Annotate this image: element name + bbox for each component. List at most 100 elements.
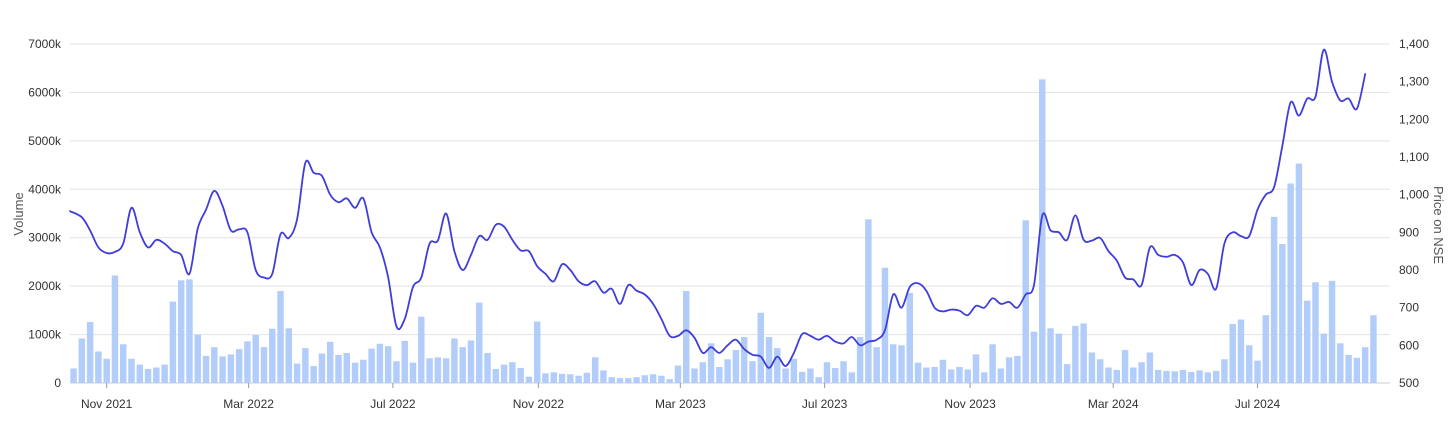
- volume-bar: [360, 359, 367, 383]
- left-axis-title: Volume: [11, 192, 26, 235]
- volume-bar: [1262, 315, 1270, 383]
- volume-bar: [1279, 244, 1286, 383]
- volume-bar: [1105, 367, 1112, 383]
- right-axis-title: Price on NSE: [1431, 186, 1446, 264]
- volume-bar: [707, 343, 715, 383]
- volume-bar: [525, 376, 533, 383]
- volume-bar: [1204, 372, 1212, 383]
- volume-bar: [1072, 325, 1079, 383]
- volume-bar: [376, 343, 384, 383]
- volume-bar: [1113, 369, 1121, 383]
- volume-bar: [1063, 364, 1071, 383]
- volume-bar: [981, 372, 988, 383]
- volume-bar: [575, 375, 582, 383]
- volume-bar: [939, 359, 947, 383]
- volume-bar: [666, 379, 673, 383]
- price-line-group: [69, 48, 1367, 369]
- x-tick-label: Nov 2021: [81, 397, 133, 411]
- left-tick-label: 0: [54, 376, 61, 390]
- volume-bar: [865, 219, 872, 383]
- volume-bar: [451, 338, 458, 383]
- volume-bar: [509, 362, 516, 383]
- left-y-axis: 0 1000k 2000k 3000k 4000k 5000k 6000k 7000k: [28, 37, 62, 390]
- volume-bar: [434, 357, 442, 383]
- volume-bar: [533, 321, 541, 383]
- volume-bar: [906, 292, 914, 383]
- right-tick-label: 500: [1399, 376, 1419, 390]
- volume-bar: [368, 348, 375, 383]
- volume-bar: [260, 347, 268, 383]
- right-tick-label: 700: [1399, 301, 1419, 315]
- volume-bar: [1337, 343, 1344, 383]
- volume-bar: [1370, 315, 1377, 383]
- volume-bar: [70, 368, 77, 383]
- volume-bar: [1320, 333, 1327, 383]
- volume-bar: [757, 312, 764, 383]
- volume-bar: [989, 344, 996, 383]
- volume-bar: [914, 362, 922, 383]
- volume-bar: [343, 352, 351, 383]
- volume-bar: [1030, 331, 1038, 383]
- volume-bar: [1237, 319, 1245, 383]
- volume-bar: [641, 375, 649, 383]
- volume-bar: [1179, 369, 1187, 383]
- right-tick-label: 1,100: [1399, 150, 1429, 164]
- volume-bar: [492, 368, 500, 383]
- volume-bar: [293, 363, 301, 383]
- volume-bar: [1130, 367, 1137, 383]
- volume-bar: [1303, 300, 1311, 383]
- x-tick-label: Mar 2024: [1088, 397, 1139, 411]
- volume-bar: [1188, 371, 1195, 383]
- volume-bar: [202, 355, 210, 383]
- volume-bar: [724, 359, 731, 383]
- volume-bar: [1229, 323, 1236, 383]
- volume-bar: [542, 373, 549, 383]
- right-tick-label: 600: [1399, 338, 1419, 352]
- volume-bar: [144, 368, 152, 383]
- volume-bar: [1080, 323, 1087, 383]
- x-tick-label: Jul 2024: [1235, 397, 1281, 411]
- x-tick-label: Mar 2023: [655, 397, 706, 411]
- volume-bar: [302, 348, 309, 383]
- volume-bar: [1146, 352, 1154, 383]
- volume-bar: [591, 357, 599, 383]
- volume-bar: [517, 367, 524, 383]
- x-tick-label: Mar 2022: [223, 397, 274, 411]
- volume-bar: [972, 354, 980, 383]
- volume-bar: [186, 279, 193, 383]
- volume-bar: [219, 356, 226, 383]
- price-line: [69, 48, 1367, 369]
- x-tick-label: Nov 2023: [944, 397, 996, 411]
- volume-bar: [194, 334, 201, 383]
- volume-bar: [600, 370, 607, 383]
- volume-bar: [1287, 183, 1294, 383]
- volume-bar: [774, 348, 781, 383]
- volume-bar: [128, 358, 135, 383]
- volume-bar: [608, 377, 615, 383]
- volume-bar: [1096, 359, 1104, 383]
- volume-bar: [625, 378, 632, 383]
- left-tick-label: 5000k: [28, 134, 62, 148]
- volume-bar: [426, 358, 433, 383]
- volume-bar: [1361, 347, 1369, 383]
- volume-bar: [310, 366, 317, 383]
- left-tick-label: 6000k: [28, 85, 62, 99]
- volume-bar: [823, 362, 831, 383]
- volume-bar: [1246, 345, 1253, 383]
- volume-bar: [277, 290, 284, 383]
- volume-bar: [1138, 362, 1145, 383]
- volume-bar: [765, 336, 773, 383]
- volume-bar: [1270, 216, 1278, 383]
- volume-bar: [418, 316, 425, 383]
- volume-bar: [111, 275, 119, 383]
- volume-bar: [235, 349, 243, 383]
- volume-bar: [401, 340, 408, 383]
- volume-bar: [95, 351, 102, 383]
- volume-bar: [1005, 357, 1013, 383]
- volume-bar: [1212, 370, 1220, 383]
- volume-bar: [1196, 370, 1203, 383]
- volume-bar: [923, 367, 930, 383]
- volume-bar: [244, 341, 251, 383]
- volume-bar: [616, 378, 624, 383]
- volume-bar: [956, 367, 963, 383]
